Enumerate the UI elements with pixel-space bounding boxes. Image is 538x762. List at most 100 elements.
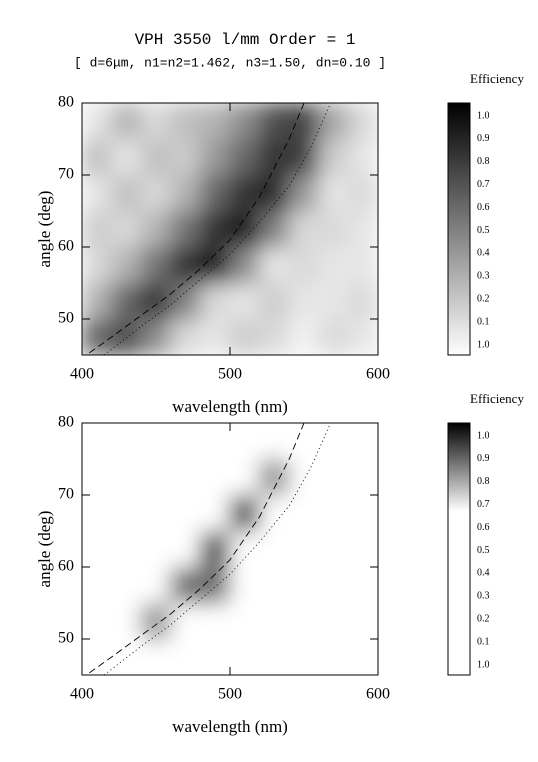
heat-cell [82, 530, 113, 568]
heatmap [82, 103, 378, 355]
colorbar-label: 0.9 [477, 133, 490, 144]
heat-cell [347, 103, 378, 140]
colorbar-label: 0.8 [477, 476, 490, 487]
curve-dashed [89, 103, 305, 354]
y-tick-label: 70 [58, 166, 74, 183]
heat-cell [347, 318, 378, 355]
heat-cell [199, 174, 231, 212]
heat-cell [318, 530, 349, 568]
heat-cell [229, 318, 261, 355]
heat-cell [199, 318, 231, 355]
heat-cell [259, 638, 290, 675]
heat-cell [288, 246, 320, 284]
heat-cell [199, 282, 231, 320]
heat-cell [111, 318, 142, 355]
heat-cell [318, 566, 349, 604]
heat-cell [111, 210, 142, 248]
heat-cell [199, 458, 231, 496]
heat-cell [347, 602, 378, 640]
heat-cell [199, 423, 231, 460]
heat-cell [259, 246, 290, 284]
heat-cell [318, 282, 349, 320]
heat-cell [111, 566, 142, 604]
heat-cell [259, 103, 290, 140]
heat-cell [140, 602, 172, 640]
heat-cell [259, 530, 290, 568]
heat-cell [82, 138, 113, 176]
colorbar-label: 0.3 [477, 271, 490, 282]
heat-cell [318, 174, 349, 212]
colorbar [447, 422, 471, 676]
colorbar-label: 0.1 [477, 316, 490, 327]
heat-cell [170, 530, 201, 568]
heat-cell [82, 566, 113, 604]
colorbar-label: 1.0 [477, 339, 490, 350]
heat-cell [288, 138, 320, 176]
heat-cell [288, 282, 320, 320]
heat-cell [199, 103, 231, 140]
colorbar-label: 0.2 [477, 613, 490, 624]
heat-cell [229, 494, 261, 532]
heat-cell [82, 602, 113, 640]
heat-cell [229, 138, 261, 176]
heat-cell [229, 638, 261, 675]
heat-cell [229, 103, 261, 140]
colorbar-label: 1.0 [477, 430, 490, 441]
chart-subtitle: [ d=6μm, n1=n2=1.462, n3=1.50, dn=0.10 ] [74, 55, 386, 70]
colorbar-label: 0.4 [477, 248, 490, 259]
heat-cell [347, 246, 378, 284]
heat-cell [347, 282, 378, 320]
colorbar-label: 1.0 [477, 110, 490, 121]
heat-cell [229, 566, 261, 604]
heat-cell [82, 246, 113, 284]
heat-cell [259, 318, 290, 355]
heat-cell [347, 210, 378, 248]
y-axis-label: angle (deg) [35, 511, 54, 588]
colorbar-label: 0.3 [477, 591, 490, 602]
y-tick-label: 60 [58, 558, 74, 575]
heat-cell [259, 458, 290, 496]
colorbar-label: 0.1 [477, 636, 490, 647]
heat-cell [140, 246, 172, 284]
heat-cell [199, 246, 231, 284]
heat-cell [170, 174, 201, 212]
heat-cell [229, 210, 261, 248]
heat-cell [318, 318, 349, 355]
heat-cell [318, 103, 349, 140]
heat-cell [170, 318, 201, 355]
heat-cell [199, 602, 231, 640]
heat-cell [318, 458, 349, 496]
heat-cell [199, 494, 231, 532]
heatmap-clip [82, 423, 378, 675]
colorbar-title: Efficiency [470, 391, 524, 406]
heat-cell [140, 458, 172, 496]
colorbar-label: 1.0 [477, 659, 490, 670]
heat-cell [288, 210, 320, 248]
heat-cell [140, 210, 172, 248]
heat-cell [288, 566, 320, 604]
colorbar-label: 0.7 [477, 499, 490, 510]
heat-cell [259, 566, 290, 604]
heat-cell [140, 138, 172, 176]
colorbar-label: 0.9 [477, 453, 490, 464]
heat-cell [82, 282, 113, 320]
heat-cell [111, 282, 142, 320]
heat-cell [347, 530, 378, 568]
heat-cell [288, 103, 320, 140]
heat-cell [170, 246, 201, 284]
heat-cell [318, 210, 349, 248]
heat-cell [82, 174, 113, 212]
heat-cell [140, 103, 172, 140]
heatmap-clip [82, 103, 378, 355]
x-tick-label: 400 [70, 686, 94, 703]
heat-cell [82, 423, 113, 460]
heat-cell [111, 530, 142, 568]
heat-cell [111, 602, 142, 640]
heat-cell [259, 602, 290, 640]
heat-cell [318, 138, 349, 176]
x-tick-label: 500 [218, 686, 242, 703]
heat-cell [82, 318, 113, 355]
heat-cell [140, 174, 172, 212]
heat-cell [170, 458, 201, 496]
